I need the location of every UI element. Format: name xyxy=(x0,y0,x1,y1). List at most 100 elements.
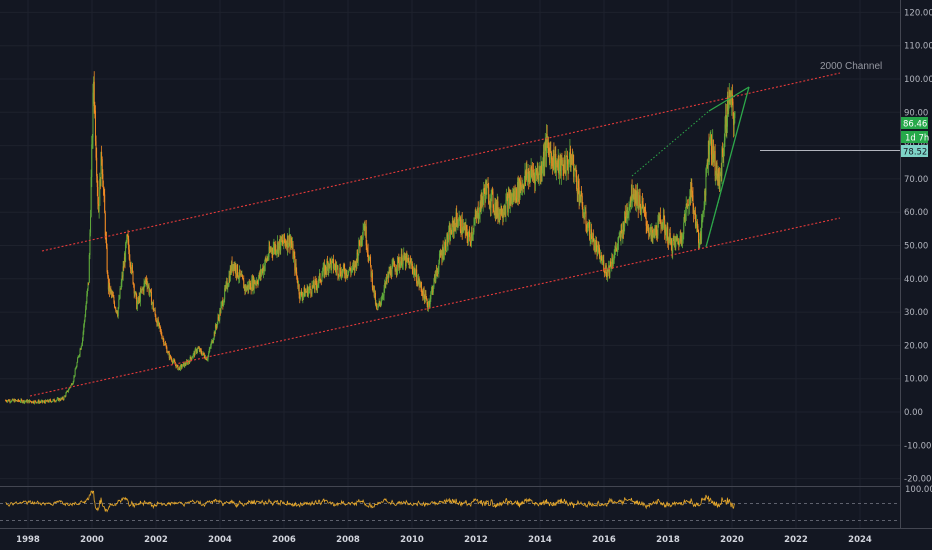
candle-body xyxy=(716,162,718,176)
candle-body xyxy=(652,233,654,238)
candle-body xyxy=(130,263,132,270)
candle-body xyxy=(728,91,730,102)
candle-body xyxy=(81,343,83,347)
candle-body xyxy=(628,207,630,215)
candle-body xyxy=(238,277,240,279)
candle-body xyxy=(152,302,154,310)
candle-body xyxy=(131,264,133,272)
candle-body xyxy=(351,268,353,270)
candle-body xyxy=(585,211,587,226)
candle-body xyxy=(717,175,719,181)
candle-body xyxy=(244,285,246,291)
candle-body xyxy=(266,259,268,261)
candle-body xyxy=(437,270,439,273)
candle-body xyxy=(48,401,50,403)
candle-body xyxy=(11,399,13,401)
candle-body xyxy=(661,224,663,227)
candle-body xyxy=(157,319,159,326)
candle-body xyxy=(219,310,221,314)
candle-body xyxy=(462,226,464,232)
candle-body xyxy=(733,115,735,126)
candle-body xyxy=(590,229,592,239)
candle-body xyxy=(35,402,37,404)
candle-body xyxy=(18,400,20,402)
candle-body xyxy=(622,222,624,234)
candle-body xyxy=(698,229,700,244)
candle-body xyxy=(179,365,181,370)
candle-body xyxy=(395,270,397,272)
candle-body xyxy=(236,264,238,276)
candle-body xyxy=(564,160,566,172)
candle-body xyxy=(210,346,212,348)
candle-body xyxy=(558,163,560,175)
candle-body xyxy=(622,222,624,238)
price-axis[interactable]: 120.00110.00100.0090.0080.0070.0060.0050… xyxy=(904,8,932,484)
candle-body xyxy=(339,267,341,276)
candle-body xyxy=(252,277,254,290)
candle-body xyxy=(154,310,156,315)
candle-body xyxy=(146,281,148,287)
candle-body xyxy=(111,293,113,295)
candle-body xyxy=(446,234,448,244)
candle-body xyxy=(117,313,119,316)
candle-body xyxy=(370,256,372,266)
candle-body xyxy=(134,291,136,294)
candle-body xyxy=(707,140,709,166)
candle-body xyxy=(357,253,359,261)
candle-body xyxy=(59,399,61,401)
candle-body xyxy=(481,192,483,201)
candle-body xyxy=(174,361,176,364)
candle-body xyxy=(194,352,196,356)
candle-body xyxy=(402,257,404,265)
candle-body xyxy=(685,212,687,220)
candle-body xyxy=(108,282,110,290)
candle-body xyxy=(323,264,325,267)
candle-body xyxy=(274,244,276,251)
candle-body xyxy=(278,239,280,244)
time-axis[interactable]: 1998 2000 2002 2004 2006 2008 2010 2012 2014 2016… xyxy=(16,535,872,545)
candle-body xyxy=(148,285,150,294)
candle-body xyxy=(184,363,186,365)
candle-body xyxy=(93,81,95,107)
candle-body xyxy=(675,237,677,239)
candle-body xyxy=(8,400,10,402)
candle-body xyxy=(88,254,90,283)
candle-body xyxy=(683,214,685,223)
candle-body xyxy=(65,393,67,397)
candle-body xyxy=(506,196,508,200)
candle-body xyxy=(590,229,592,239)
candle-body xyxy=(556,163,558,165)
candle-body xyxy=(195,349,197,353)
candle-body xyxy=(619,233,621,240)
candle-body xyxy=(664,219,666,233)
candle-body xyxy=(511,193,513,202)
candle-body xyxy=(559,158,561,164)
candle-body xyxy=(138,297,140,301)
candle-body xyxy=(157,319,159,326)
candle-body xyxy=(299,292,301,300)
wedge-upper-projection xyxy=(631,110,710,177)
candle-body xyxy=(39,401,41,403)
candle-body xyxy=(557,164,559,165)
candle-body xyxy=(547,142,549,149)
candle-body xyxy=(456,212,458,220)
candle-body xyxy=(437,271,439,273)
candle-body xyxy=(541,170,543,175)
candle-body xyxy=(74,375,76,377)
candle-body xyxy=(518,178,520,199)
candle-body xyxy=(704,190,706,208)
candle-body xyxy=(579,195,581,203)
candle-body xyxy=(124,257,126,262)
candle-body xyxy=(678,242,680,246)
time-tick-label: 2000 xyxy=(80,535,104,545)
candle-body xyxy=(412,268,414,273)
candle-body xyxy=(64,395,66,397)
candle-body xyxy=(10,401,12,403)
candle-body xyxy=(607,269,609,272)
candle-body xyxy=(187,361,189,364)
candle-body xyxy=(676,237,678,241)
candle-body xyxy=(474,221,476,225)
candle-body xyxy=(205,356,207,360)
candle-body xyxy=(596,246,598,255)
